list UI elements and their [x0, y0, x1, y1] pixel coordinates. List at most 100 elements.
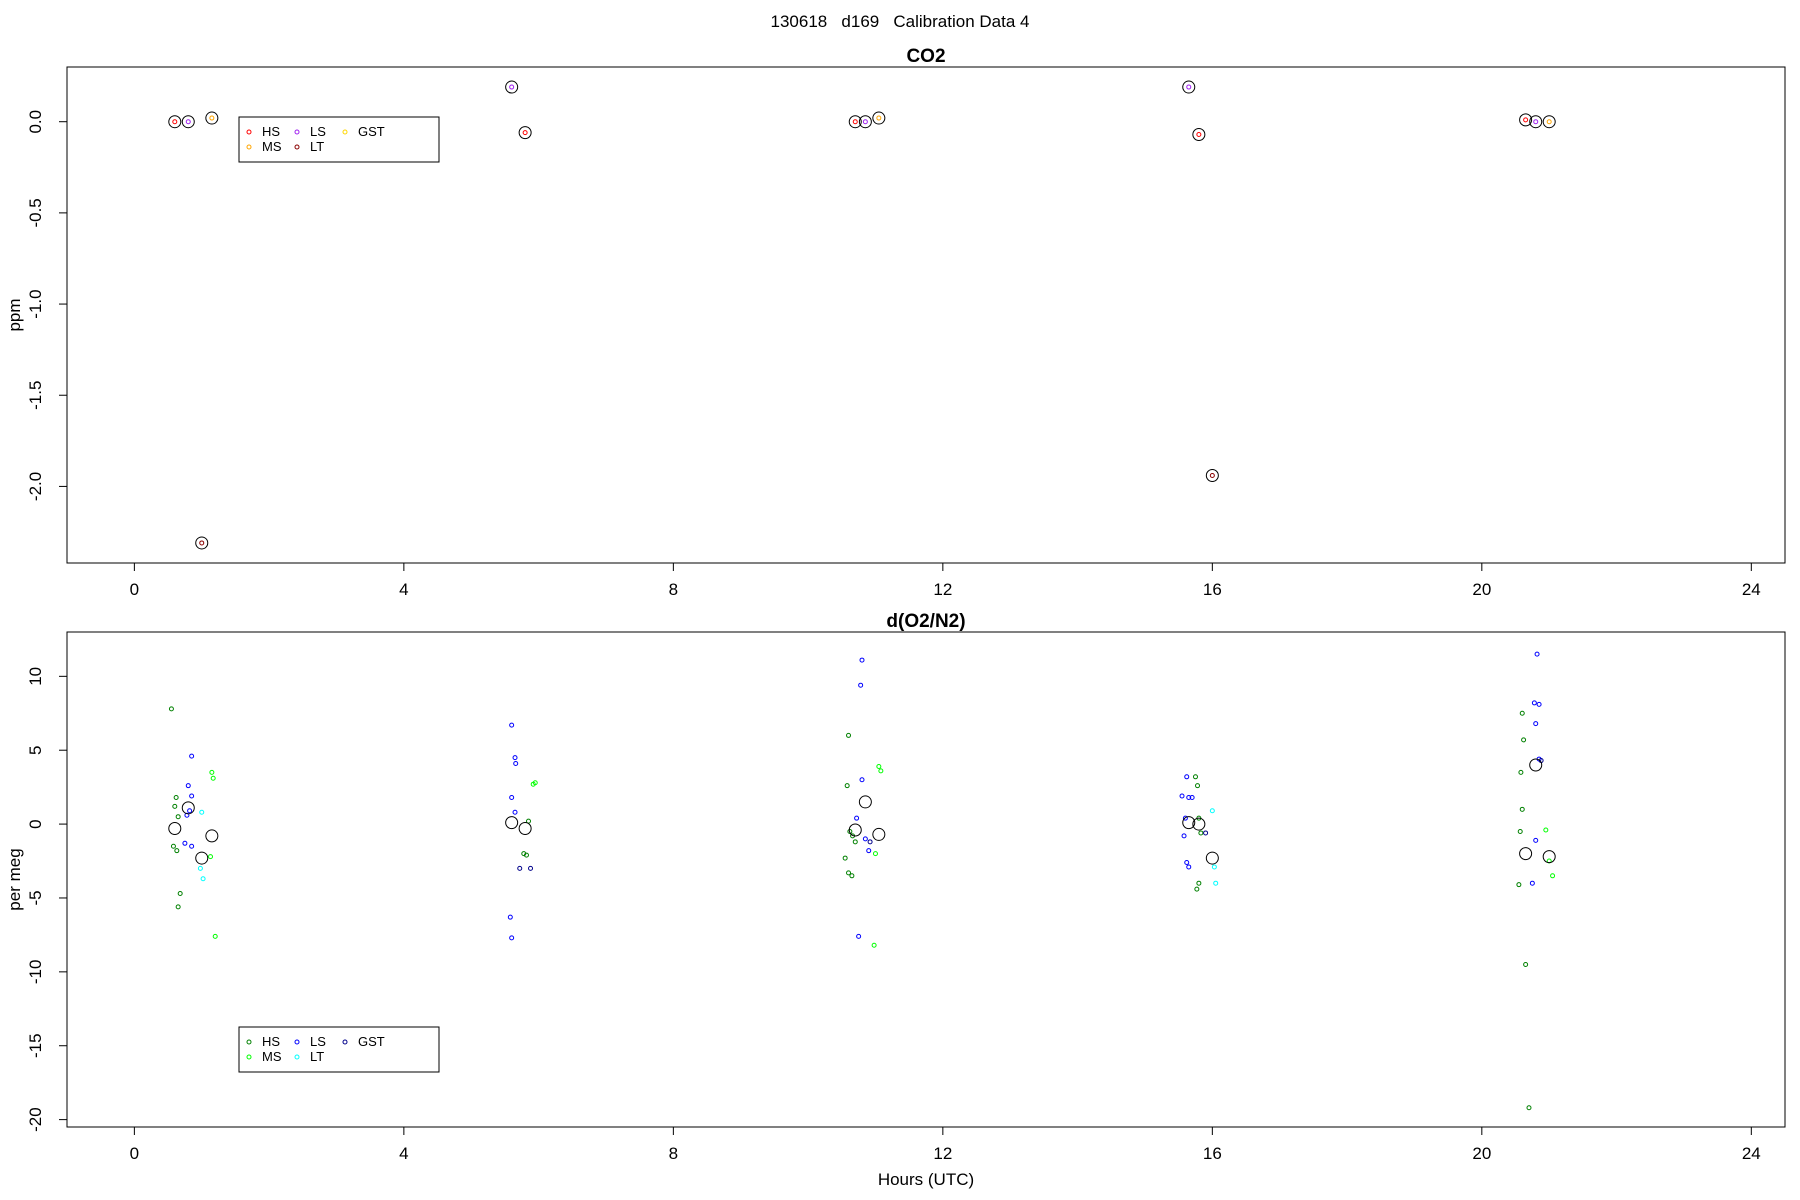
mean-marker: [205, 111, 219, 125]
mean-marker: [1542, 115, 1556, 129]
x-tick-label: 0: [130, 1144, 139, 1163]
legend-label: LT: [310, 1049, 324, 1064]
x-tick-label: 20: [1472, 580, 1491, 599]
data-point-lt: [199, 809, 205, 815]
data-point-hs: [1517, 828, 1523, 834]
data-point-ms: [876, 115, 882, 121]
legend-label: HS: [262, 1034, 280, 1049]
data-point-hs: [846, 732, 852, 738]
data-point-hs: [523, 852, 529, 858]
data-point-gst: [517, 865, 523, 871]
mean-marker: [518, 822, 532, 836]
y-tick-label: -1.5: [26, 381, 45, 410]
data-point-hs: [170, 843, 176, 849]
mean-marker: [872, 111, 886, 125]
data-point-hs: [852, 839, 858, 845]
data-point-ls: [507, 914, 513, 920]
data-point-ls: [1533, 837, 1539, 843]
x-tick-label: 24: [1742, 1144, 1761, 1163]
chart-panel-1: CO2 0 4 8 12 16 20 24 0.0 -0.5 -1.0 -1.5 -2.0 ppm HS LS…: [5, 46, 1786, 599]
x-tick-label: 4: [399, 1144, 408, 1163]
y-tick-label: -10: [26, 960, 45, 985]
data-point-ls: [1184, 860, 1190, 866]
mean-marker: [1205, 468, 1219, 482]
mean-marker: [195, 851, 209, 865]
legend: HS LS GST MS LT: [238, 116, 440, 163]
data-point-hs: [1194, 886, 1200, 892]
mean-marker: [181, 801, 195, 815]
y-tick-label: 5: [26, 745, 45, 754]
data-point-ms: [878, 768, 884, 774]
data-point-lt: [200, 876, 206, 882]
mean-marker: [195, 536, 209, 550]
panel-title: CO2: [906, 46, 945, 67]
data-point-hs: [1523, 961, 1529, 967]
legend-symbol: [342, 129, 348, 135]
data-point-ls: [1186, 84, 1192, 90]
mean-marker: [1542, 850, 1556, 864]
mean-marker: [205, 829, 219, 843]
mean-marker: [168, 822, 182, 836]
data-point-ls: [509, 722, 515, 728]
x-tick-label: 8: [669, 1144, 678, 1163]
data-point-hs: [175, 814, 181, 820]
legend-label: LS: [310, 124, 326, 139]
data-point-hs: [173, 794, 179, 800]
data-point-ls: [1186, 864, 1192, 870]
data-point-ls: [1186, 794, 1192, 800]
legend-label: HS: [262, 124, 280, 139]
data-point-ls: [189, 843, 195, 849]
y-tick-label: 0: [26, 819, 45, 828]
data-point-ls: [1534, 651, 1540, 657]
data-point-ms: [1543, 827, 1549, 833]
data-point-ls: [1189, 794, 1195, 800]
data-point-ls: [859, 777, 865, 783]
page-title: 130618 d169 Calibration Data 4: [770, 12, 1030, 31]
data-point-ls: [509, 935, 515, 941]
data-point-ls: [185, 119, 191, 125]
legend-label: MS: [262, 139, 282, 154]
data-point-ls: [1536, 701, 1542, 707]
mean-marker: [1529, 758, 1543, 772]
data-point-ls: [858, 682, 864, 688]
data-point-lt: [1211, 864, 1217, 870]
data-point-ls: [513, 761, 519, 767]
data-point-hs: [175, 904, 181, 910]
data-point-ls: [509, 84, 515, 90]
x-tick-label: 12: [933, 580, 952, 599]
y-tick-label: -5: [26, 890, 45, 905]
data-point-ls: [509, 794, 515, 800]
data-point-hs: [1519, 806, 1525, 812]
mean-marker: [858, 115, 872, 129]
mean-marker: [1205, 851, 1219, 865]
data-point-hs: [1519, 710, 1525, 716]
legend-label: GST: [358, 1034, 385, 1049]
data-point-ls: [512, 755, 518, 761]
y-axis-label: per meg: [5, 848, 24, 910]
data-point-ls: [1531, 700, 1537, 706]
mean-marker: [181, 115, 195, 129]
data-point-hs: [177, 891, 183, 897]
y-tick-label: -2.0: [26, 472, 45, 501]
data-point-lt: [199, 540, 205, 546]
mean-marker: [505, 816, 519, 830]
x-tick-label: 16: [1203, 1144, 1222, 1163]
x-tick-label: 24: [1742, 580, 1761, 599]
data-point-hs: [174, 848, 180, 854]
data-point-gst: [528, 865, 534, 871]
data-point-ls: [859, 657, 865, 663]
data-point-ls: [182, 840, 188, 846]
legend-label: LT: [310, 139, 324, 154]
y-tick-label: -1.0: [26, 289, 45, 318]
data-point-ms: [208, 854, 214, 860]
data-point-hs: [1521, 737, 1527, 743]
data-point-hs: [168, 706, 174, 712]
data-point-ms: [210, 775, 216, 781]
data-point-ms: [209, 769, 215, 775]
legend-box: [238, 116, 440, 163]
data-point-ls: [187, 808, 193, 814]
mean-marker: [848, 823, 862, 837]
x-tick-label: 4: [399, 580, 408, 599]
y-tick-label: -20: [26, 1107, 45, 1132]
